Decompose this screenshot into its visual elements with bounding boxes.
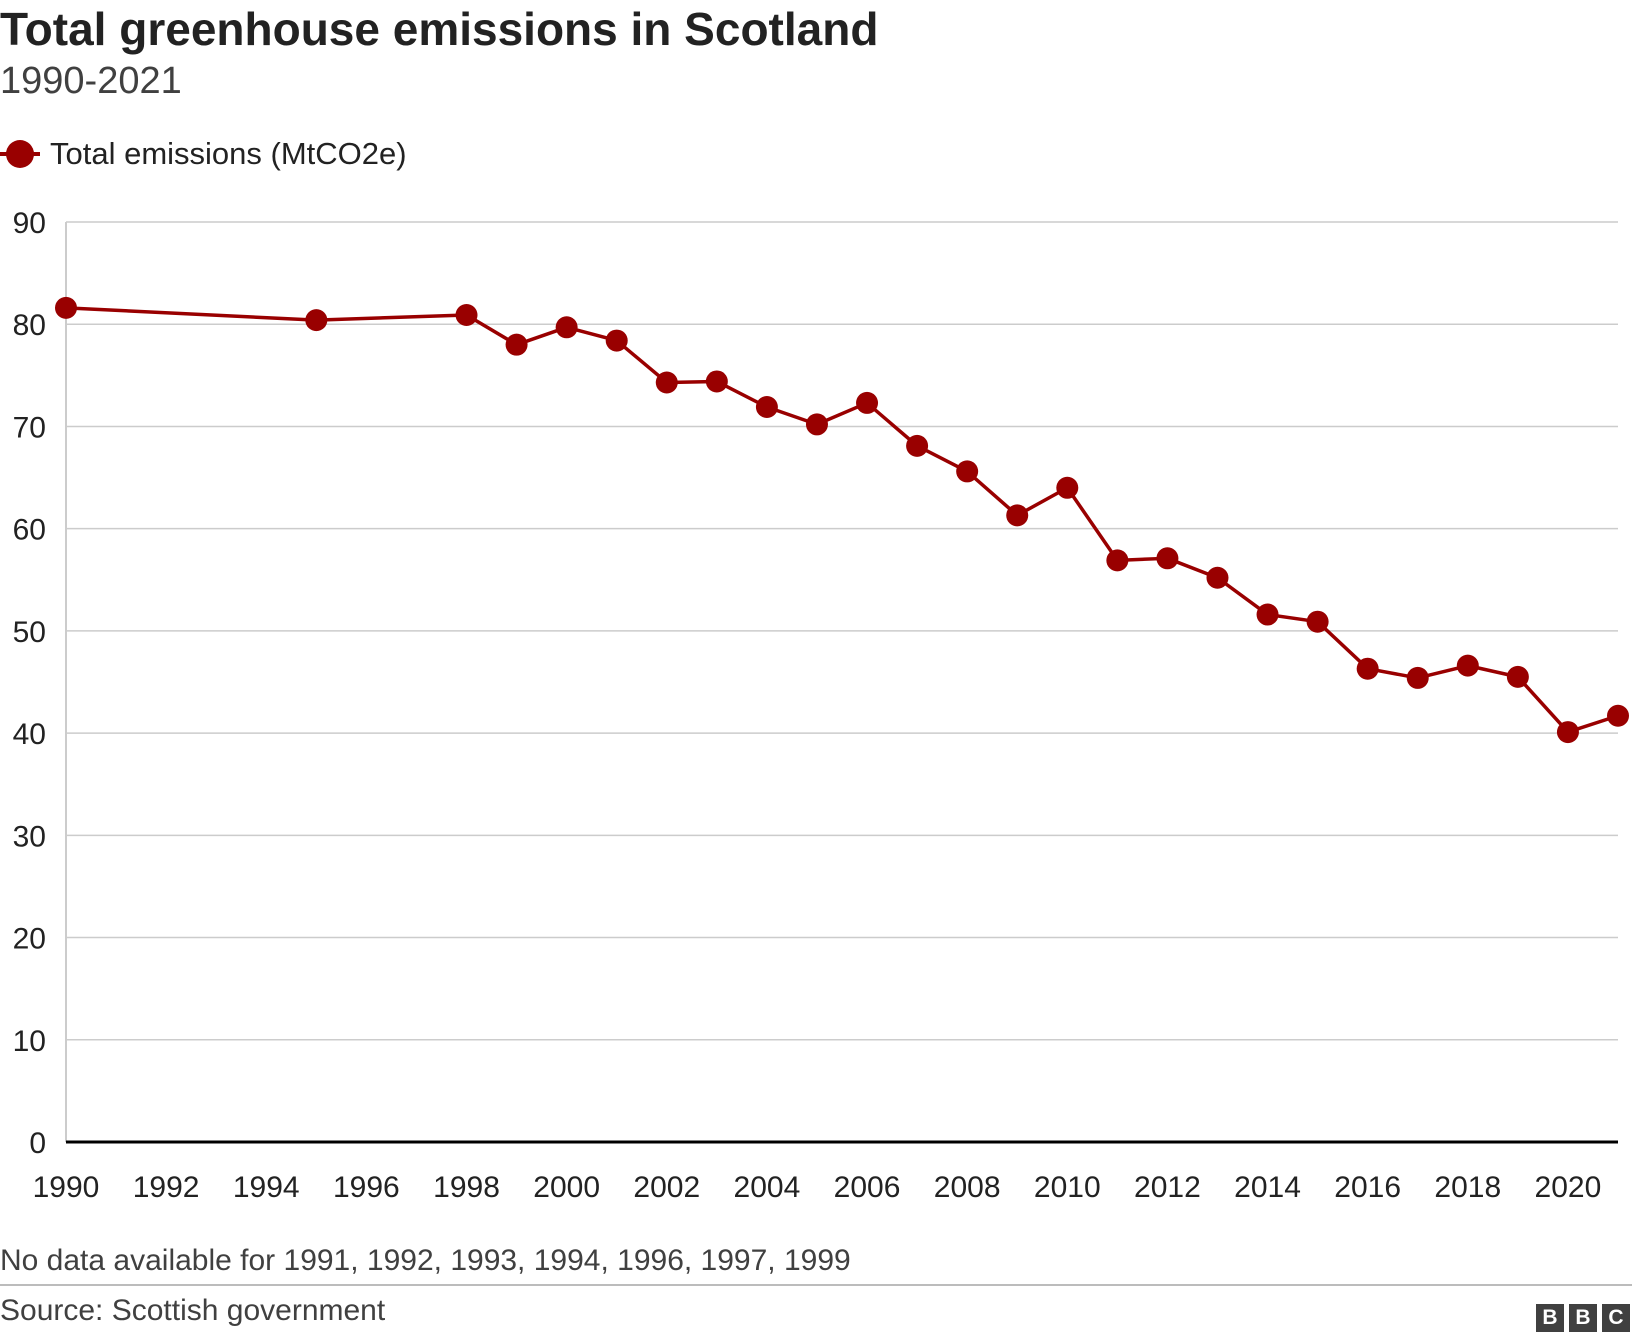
data-point [956, 460, 979, 483]
chart-title: Total greenhouse emissions in Scotland [0, 3, 879, 55]
x-tick-label: 2012 [1134, 1171, 1201, 1204]
series-line [65, 306, 1619, 734]
x-tick-label: 2010 [1034, 1171, 1101, 1204]
x-tick-label: 2006 [834, 1171, 901, 1204]
data-point [655, 371, 678, 394]
data-point [505, 333, 528, 356]
source-text: Source: Scottish government [0, 1294, 386, 1327]
bbc-logo-letter: B [1536, 1304, 1564, 1332]
y-tick-label: 0 [29, 1127, 46, 1160]
y-tick-label: 40 [13, 718, 46, 751]
x-tick-label: 1994 [233, 1171, 300, 1204]
x-tick-label: 2008 [934, 1171, 1001, 1204]
bbc-logo: B B C [1536, 1304, 1630, 1332]
y-tick-label: 30 [13, 820, 46, 853]
data-point [305, 309, 328, 332]
x-tick-label: 2000 [533, 1171, 600, 1204]
y-tick-label: 60 [13, 514, 46, 547]
data-point [555, 316, 578, 339]
x-tick-label: 1996 [333, 1171, 400, 1204]
bbc-logo-letter: B [1569, 1304, 1597, 1332]
data-point [1206, 566, 1229, 589]
bbc-logo-letter: C [1602, 1304, 1630, 1332]
x-tick-label: 2018 [1434, 1171, 1501, 1204]
gridlines [66, 221, 1618, 1041]
y-tick-label: 20 [13, 923, 46, 956]
legend-marker-icon [0, 132, 40, 176]
data-point [1056, 476, 1079, 499]
data-point [1506, 665, 1529, 688]
data-point [55, 296, 77, 319]
data-point [1556, 721, 1579, 744]
data-note: No data available for 1991, 1992, 1993, … [0, 1244, 851, 1277]
axes [65, 222, 1618, 1144]
series-layer [55, 296, 1629, 744]
x-tick-label: 2014 [1234, 1171, 1301, 1204]
x-tick-label: 1990 [33, 1171, 100, 1204]
y-tick-label: 70 [13, 411, 46, 444]
chart-subtitle: 1990-2021 [0, 60, 182, 102]
data-point [906, 434, 929, 457]
data-point [1356, 657, 1379, 680]
x-tick-label: 2016 [1334, 1171, 1401, 1204]
data-point [1456, 654, 1479, 677]
y-tick-label: 90 [13, 207, 46, 240]
x-tick-label: 2002 [633, 1171, 700, 1204]
x-tick-label: 1992 [133, 1171, 200, 1204]
footer-divider [0, 1284, 1632, 1286]
data-point [755, 396, 778, 419]
x-axis-ticks: 1990 1992 1994 1996 1998 2000 2002 2004 2006 2008… [33, 1171, 1602, 1204]
data-point [1106, 549, 1129, 572]
line-chart: 0 10 20 30 40 50 60 70 80 90 1990 1992 1994 1996 1998… [13, 207, 1629, 1204]
data-point [1306, 610, 1329, 633]
data-point [1156, 547, 1179, 570]
legend: Total emissions (MtCO2e) [0, 132, 407, 176]
legend-label: Total emissions (MtCO2e) [50, 136, 407, 171]
data-point [1006, 504, 1029, 527]
data-point [1256, 603, 1279, 626]
y-tick-label: 10 [13, 1025, 46, 1058]
x-tick-label: 1998 [433, 1171, 500, 1204]
data-point [1607, 704, 1629, 727]
data-point [455, 304, 478, 327]
data-point [805, 413, 828, 436]
y-axis-ticks: 0 10 20 30 40 50 60 70 80 90 [13, 207, 46, 1160]
y-tick-label: 50 [13, 616, 46, 649]
y-tick-label: 80 [13, 309, 46, 342]
data-point [856, 391, 879, 414]
data-point [1406, 666, 1429, 689]
data-point [605, 329, 628, 352]
x-tick-label: 2020 [1535, 1171, 1602, 1204]
x-tick-label: 2004 [734, 1171, 801, 1204]
data-point [705, 370, 728, 393]
